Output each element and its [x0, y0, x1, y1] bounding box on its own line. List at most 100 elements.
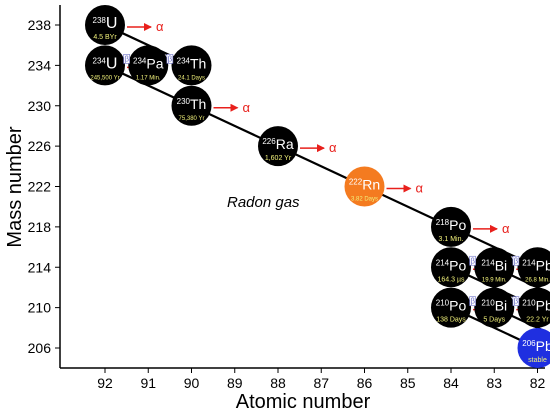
nuclide-pb206: 206Pb stable [517, 328, 550, 368]
nuclide-half-life: 75,380 Yr [179, 116, 205, 122]
nuclide-po218: 218Po 3.1 Min. [431, 206, 471, 247]
nuclide-symbol: 238U [93, 15, 118, 32]
alpha-label: α [329, 140, 337, 155]
nuclide-circle [258, 126, 298, 167]
nuclide-half-life: 26.8 Min. [525, 277, 550, 283]
beta-label: β [168, 54, 173, 63]
x-tick-label: 88 [270, 375, 286, 391]
nuclide-half-life: 19.9 Min. [482, 277, 507, 283]
nuclide-u234: 234U 245,500 Yr [85, 45, 125, 86]
nuclide-u238: 238U 4.5 BYr [85, 5, 125, 45]
nuclide-half-life: 164.3 µs [438, 276, 465, 283]
nuclide-circle [517, 247, 550, 288]
nuclide-pb214: 214Pb 26.8 Min. [517, 247, 550, 288]
nuclide-half-life: 1.17 Min. [136, 75, 161, 81]
nuclide-symbol: 206Pb [522, 338, 550, 354]
nuclide-symbol: 230Th [177, 96, 207, 112]
nuclide-symbol: 218Po [436, 217, 467, 233]
x-tick-label: 87 [313, 375, 329, 391]
alpha-label: α [502, 221, 510, 236]
y-tick-label: 218 [28, 219, 52, 235]
beta-box [512, 296, 520, 306]
nuclide-th230: 230Th 75,380 Yr [171, 85, 212, 126]
nuclide-symbol: 214Bi [481, 257, 507, 273]
beta-decay-markers: ββββββββ [123, 54, 520, 306]
x-tick-label: 83 [486, 375, 502, 391]
x-tick-label: 92 [97, 375, 113, 391]
beta-box [166, 54, 174, 64]
nuclide-half-life: 138 Days [436, 317, 466, 324]
nuclide-circle [344, 166, 385, 207]
y-tick-label: 210 [28, 300, 52, 316]
alpha-label: α [416, 181, 424, 196]
nuclide-circle [474, 287, 515, 328]
y-tick-label: 226 [28, 138, 52, 154]
y-tick-label: 214 [28, 259, 52, 275]
x-tick-label: 85 [400, 375, 416, 391]
beta-label: β [470, 297, 475, 306]
y-tick-label: 234 [28, 57, 52, 73]
nuclide-bi214: 214Bi 19.9 Min. [474, 247, 515, 288]
beta-marker: β [469, 255, 476, 266]
y-axis-title: Mass number [4, 126, 26, 247]
nuclide-symbol: 210Po [436, 298, 467, 314]
nuclide-bi210: 210Bi 5 Days [474, 287, 515, 328]
nuclide-symbol: 214Pb [522, 257, 550, 273]
nuclide-circle [431, 247, 471, 288]
x-axis-ticks: 929190898887868584838281 [97, 368, 546, 391]
beta-marker: β [166, 54, 174, 64]
beta-marker: β [512, 255, 520, 266]
nuclide-pa234: 234Pa 1.17 Min. [128, 45, 169, 86]
nuclide-circle [85, 45, 125, 86]
nuclide-po214: 214Po 164.3 µs [431, 247, 471, 288]
beta-marker: β [512, 296, 520, 306]
nuclide-half-life: 24.1 Days [178, 75, 205, 81]
beta-marker: β [469, 296, 476, 306]
nuclide-circle [85, 5, 125, 45]
y-tick-label: 238 [28, 17, 52, 33]
x-tick-label: 90 [184, 375, 200, 391]
nuclide-half-life: 3.82 Days [351, 197, 378, 203]
y-tick-label: 222 [28, 179, 52, 195]
nuclide-symbol: 234Pa [133, 55, 164, 71]
beta-box [469, 255, 476, 266]
beta-label: β [124, 54, 129, 63]
nuclide-circle [171, 85, 212, 126]
alpha-label: α [156, 19, 164, 34]
nuclide-half-life: 4.5 BYr [93, 34, 117, 41]
x-tick-label: 82 [530, 375, 546, 391]
beta-box [512, 255, 520, 266]
x-tick-label: 86 [357, 375, 373, 391]
alpha-label: α [243, 100, 251, 115]
y-axis-ticks: 238 234 230 226 222 218 214 210 206 [28, 17, 60, 356]
nuclide-symbol: 210Bi [481, 298, 507, 314]
nuclide-half-life: 1,602 Yr [265, 155, 292, 162]
y-tick-label: 206 [28, 340, 52, 356]
nuclide-half-life: 245,500 Yr [90, 75, 119, 81]
beta-box [123, 54, 130, 64]
nuclide-symbol: 222Rn [349, 177, 380, 193]
nuclide-circle [431, 287, 471, 328]
nuclide-pb210: 210Pb 22.2 Yr [517, 287, 550, 328]
radon-gas-label: Radon gas [227, 194, 300, 211]
y-tick-label: 230 [28, 98, 52, 114]
nuclide-symbol: 234Th [177, 55, 207, 71]
beta-marker: β [123, 54, 130, 64]
nuclide-symbol: 226Ra [262, 136, 293, 152]
nuclide-circle [171, 45, 212, 86]
x-axis-title: Atomic number [236, 391, 371, 413]
nuclide-circle [431, 206, 471, 247]
nuclide-half-life: stable [528, 357, 547, 364]
nuclide-circle [517, 287, 550, 328]
x-tick-label: 84 [443, 375, 459, 391]
nuclide-ra226: 226Ra 1,602 Yr [258, 126, 298, 167]
nuclide-symbol: 210Pb [522, 298, 550, 314]
x-tick-label: 89 [227, 375, 243, 391]
nuclide-half-life: 22.2 Yr [526, 317, 549, 324]
beta-label: β [514, 297, 519, 306]
nuclide-half-life: 3.1 Min. [439, 236, 464, 243]
nuclide-circle [474, 247, 515, 288]
beta-label: β [470, 256, 475, 265]
nuclide-th234: 234Th 24.1 Days [171, 45, 212, 86]
